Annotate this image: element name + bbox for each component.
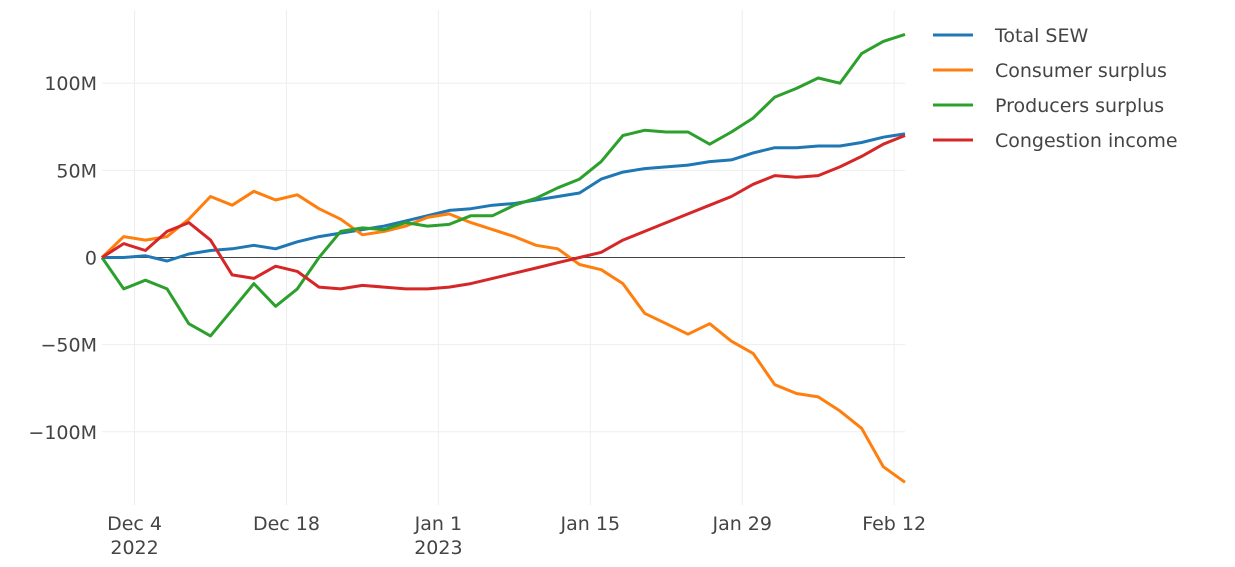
y-tick-label: 50M [56,160,97,182]
y-tick-label: −100M [28,422,97,444]
legend-label: Total SEW [994,25,1088,47]
series-line [101,134,906,291]
x-tick-label: Jan 1 2023 [414,513,463,559]
y-tick-label: 100M [44,73,97,95]
x-tick-label: Feb 12 [862,513,926,535]
series-line [100,32,906,338]
y-tick-label: 0 [85,248,97,270]
legend-label: Consumer surplus [995,60,1167,82]
x-tick-label: Dec 18 [253,513,320,535]
y-tick-label: −50M [41,335,98,357]
x-tick-label: Jan 15 [560,513,621,535]
x-tick-label: Dec 4 2022 [107,513,162,559]
legend-label: Producers surplus [995,95,1164,117]
series-line [102,132,906,263]
x-tick-label: Jan 29 [711,513,772,535]
series-line [100,189,906,484]
legend-label: Congestion income [995,130,1178,152]
